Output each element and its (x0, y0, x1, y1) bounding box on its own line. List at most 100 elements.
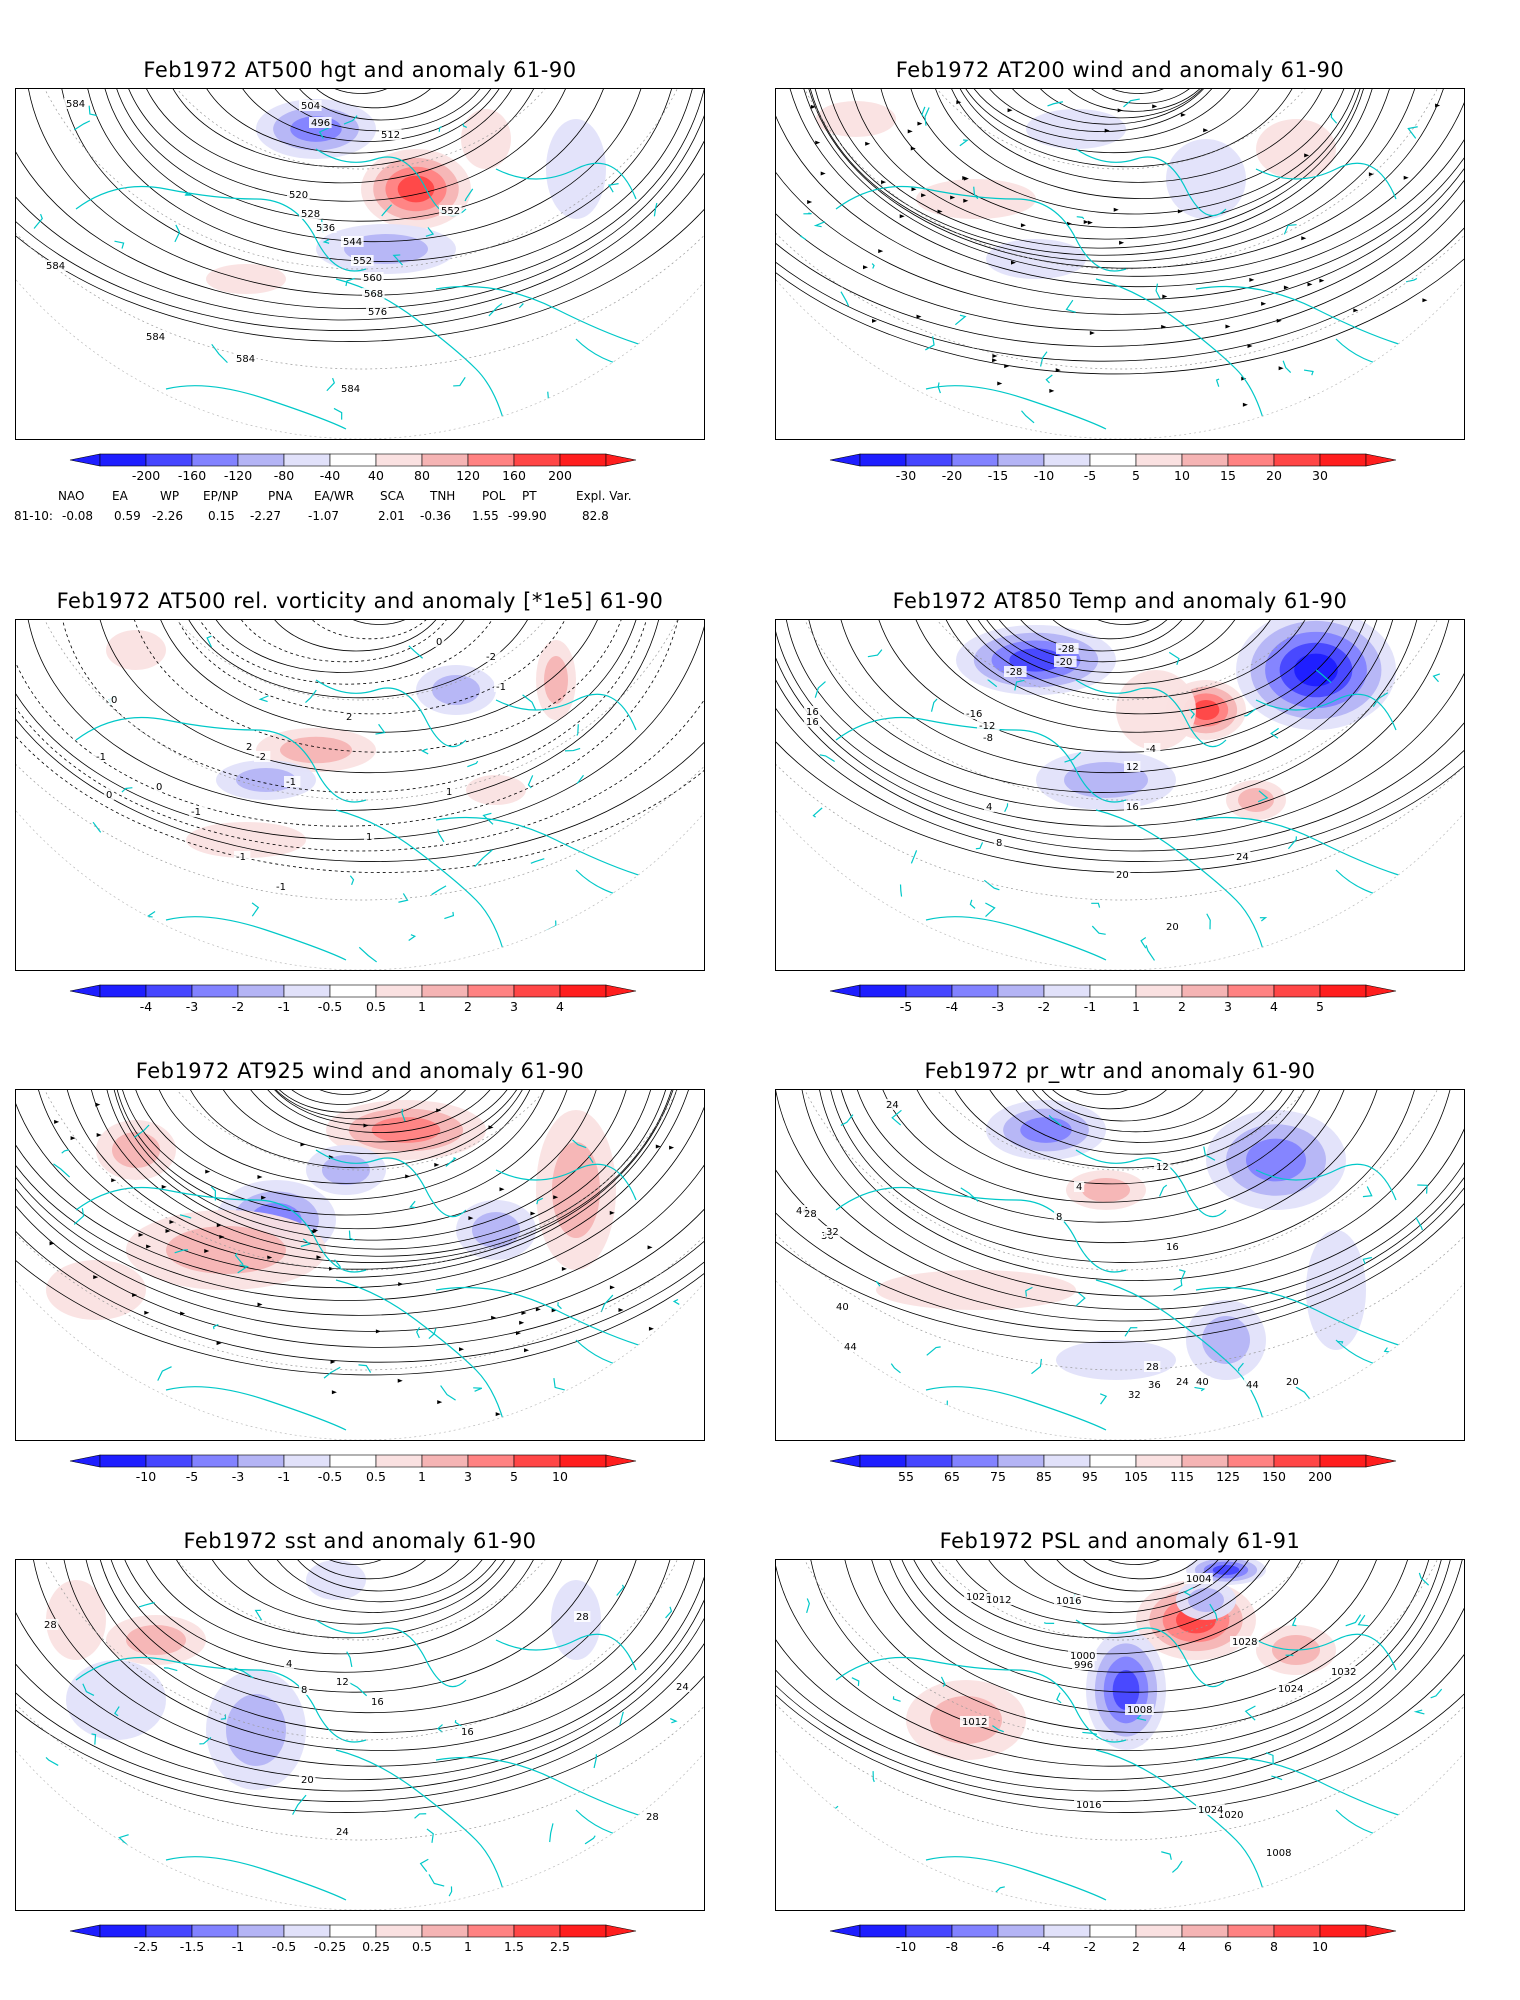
anomaly-shading (1256, 119, 1336, 179)
colorbar-swatch (1181, 453, 1229, 467)
colorbar-tick-label: 0.25 (362, 1939, 390, 1954)
contour-label: -1 (286, 777, 296, 788)
idx-v-9: -99.90 (508, 509, 547, 523)
contour-lines (776, 1090, 1464, 1343)
contour-label: 584 (66, 99, 85, 110)
colorbar-labels: -200 -160 -120 -80 -40 40 80 120 160 200 (15, 468, 705, 488)
contour-label: 520 (289, 190, 308, 201)
contour-label: 24 (1176, 1377, 1189, 1388)
colorbar-tick-label: 75 (990, 1469, 1006, 1484)
anomaly-shading (544, 656, 568, 704)
colorbar-swatch (99, 1454, 147, 1468)
map-panel-3: Feb1972 AT500 rel. vorticity and anomaly… (15, 583, 705, 1033)
graticule (776, 1560, 1464, 1910)
colorbar-swatch (1227, 984, 1275, 998)
colorbar-swatch (1089, 984, 1137, 998)
graticule (16, 620, 704, 970)
idx-h-7: TNH (430, 489, 456, 503)
colorbar-tick-label: 2 (464, 999, 472, 1014)
idx-h-4: PNA (268, 489, 293, 503)
colorbar-swatch (859, 1454, 907, 1468)
colorbar-tick-label: 0.5 (412, 1939, 432, 1954)
colorbar-swatch (513, 1454, 561, 1468)
colorbar-tick-label: -20 (941, 468, 963, 483)
contour-label: 584 (46, 261, 65, 272)
colorbar-tick-label: 5 (1316, 999, 1324, 1014)
colorbar-max-arrow (605, 984, 637, 998)
colorbar-tick-label: -2 (1083, 1939, 1097, 1954)
anomaly-shading (466, 775, 526, 805)
colorbar-tick-label: -4 (139, 999, 153, 1014)
anomaly-shading (461, 109, 511, 169)
contour-label: 28 (44, 1620, 57, 1631)
anomaly-shading (206, 264, 286, 294)
colorbar-max-arrow (605, 453, 637, 467)
idx-v-7: -0.36 (420, 509, 452, 523)
colorbar-tick-label: 8 (1270, 1939, 1278, 1954)
colorbar-swatch (905, 453, 953, 467)
colorbar-tick-label: -3 (991, 999, 1005, 1014)
colorbar-tick-label: 2.5 (550, 1939, 570, 1954)
contour-label: 36 (1148, 1380, 1161, 1391)
anomaly-shading (106, 630, 166, 670)
colorbar-swatch (421, 984, 469, 998)
idx-h-1: EA (112, 489, 128, 503)
colorbar-tick-label: 200 (548, 468, 572, 483)
contour-label: 28 (804, 1209, 817, 1220)
anomaly-shading (1188, 1588, 1224, 1612)
colorbar-tick-label: 15 (1220, 468, 1236, 483)
colorbar-swatch (237, 1454, 285, 1468)
colorbar-tick-label: -5 (185, 1469, 199, 1484)
colorbar-tick-label: -1 (231, 1939, 245, 1954)
anomaly-shading (1020, 1117, 1072, 1143)
colorbar-swatches (829, 453, 1397, 467)
contour-label: -1 (96, 752, 106, 763)
contour-label: 20 (301, 1775, 314, 1786)
contour-label: 40 (836, 1302, 849, 1313)
colorbar-swatch (859, 453, 907, 467)
colorbar-swatch (191, 1454, 239, 1468)
contour-label: -28 (1058, 644, 1074, 655)
colorbar-tick-label: -40 (319, 468, 341, 483)
map-panel-2: Feb1972 AT200 wind and anomaly 61-90 -30-… (775, 52, 1465, 502)
contour-label: 24 (886, 1100, 899, 1111)
colorbar-tick-label: -0.5 (317, 1469, 343, 1484)
contour-label: 1012 (962, 1717, 987, 1728)
contour-label: 12 (336, 1677, 349, 1688)
colorbar-swatch (1181, 1924, 1229, 1938)
polar-map: 504 496 512 520 528 536 544 552 552 560 568 576 584 5… (16, 89, 704, 439)
contour-label: 24 (676, 1682, 689, 1693)
colorbar-tick-label: -8 (945, 1939, 959, 1954)
colorbar-swatch (237, 1924, 285, 1938)
colorbar-labels: -5 -4 -3 -2 -1 1 2 3 4 5 (775, 999, 1465, 1019)
anomaly-shading (1202, 1316, 1250, 1364)
colorbar-tick-label: -3 (231, 1469, 245, 1484)
colorbar-swatch (1135, 1454, 1183, 1468)
colorbar-tick-label: -160 (177, 468, 207, 483)
anomaly-shading (552, 1142, 600, 1238)
colorbar-tick-label: -5 (1083, 468, 1097, 483)
wind-arrows (807, 100, 1441, 421)
contour-label: 1 (446, 787, 452, 798)
colorbar-swatch (513, 453, 561, 467)
map-panel-8: Feb1972 PSL and anomaly 61-91 1020 1012 100… (775, 1523, 1465, 1973)
contour-label: 1024 (1278, 1684, 1303, 1695)
colorbar-min-arrow (829, 453, 861, 467)
idx-h-3: EP/NP (203, 489, 239, 503)
colorbar-tick-label: -5 (899, 999, 913, 1014)
idx-v-2: -2.26 (152, 509, 184, 523)
contour-label: 1032 (1331, 1667, 1356, 1678)
colorbar-swatch (1043, 1924, 1091, 1938)
contour-label: 28 (646, 1812, 659, 1823)
contour-label: 4 (286, 1659, 292, 1670)
colorbar-swatch (145, 1454, 193, 1468)
contour-label: 512 (381, 130, 400, 141)
colorbar-tick-label: 20 (1266, 468, 1282, 483)
contour-label: -16 (966, 709, 982, 720)
graticule (16, 1090, 704, 1440)
colorbar-swatch (559, 1924, 607, 1938)
anomaly-shading (1306, 1230, 1366, 1350)
colorbar-swatch (375, 1924, 423, 1938)
contour-label: 528 (301, 209, 320, 220)
